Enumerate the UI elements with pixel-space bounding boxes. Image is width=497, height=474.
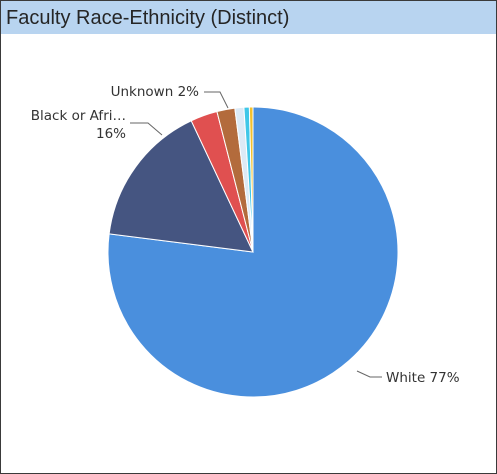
data-label-black-value: 16% [96,126,126,142]
leader-line-white [356,370,382,378]
pie-slice-1[interactable] [108,120,254,253]
data-label-white: White 77% [386,370,460,386]
data-label-unknown: Unknown 2% [111,84,200,100]
pie-slice-0[interactable] [107,106,399,398]
leader-line-black [130,122,163,136]
data-label-black-name: Black or Afri… [31,108,126,124]
pie-slice-6[interactable] [248,106,254,253]
leader-line-unknown [204,91,229,109]
chart-title: Faculty Race-Ethnicity (Distinct) [1,1,496,34]
pie-labels: White 77% Black or Afri… 16% Unknown 2% [31,84,460,386]
pie-slices [107,106,399,398]
